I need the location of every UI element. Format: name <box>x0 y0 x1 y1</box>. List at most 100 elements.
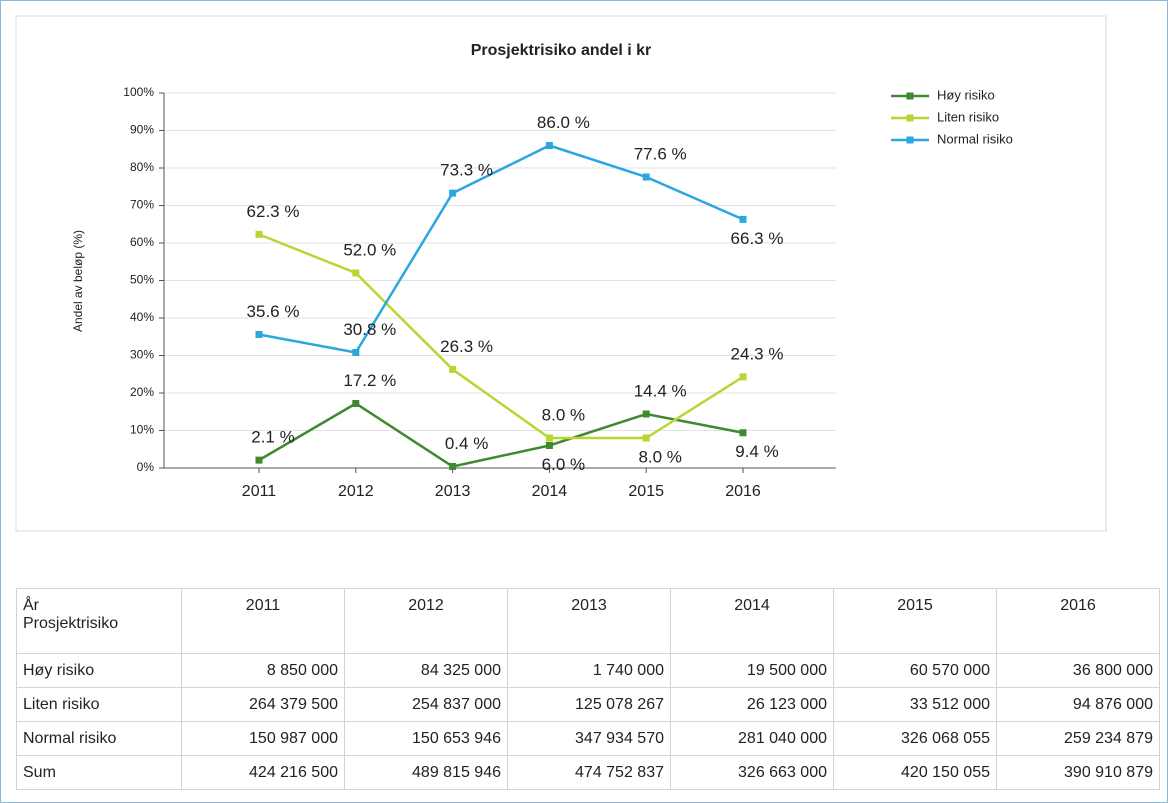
data-label: 0.4 % <box>445 434 488 453</box>
y-axis-label: Andel av beløp (%) <box>71 230 85 332</box>
legend-marker <box>906 136 914 144</box>
point <box>739 215 747 223</box>
x-tick-label: 2011 <box>242 483 277 500</box>
x-tick-label: 2015 <box>628 483 664 500</box>
chart-panel <box>15 15 1107 532</box>
data-label: 9.4 % <box>735 442 778 461</box>
data-label: 26.3 % <box>440 337 493 356</box>
table-cell: 33 512 000 <box>833 687 997 722</box>
table-cell: 1 740 000 <box>507 653 671 688</box>
corner-cell: År Prosjektrisiko <box>16 588 182 654</box>
table-cell: 84 325 000 <box>344 653 508 688</box>
y-tick-label: 10% <box>130 423 154 437</box>
table-row: År Prosjektrisiko 2011 2012 2013 2014 2015 2016 <box>16 588 1160 654</box>
table-cell: 474 752 837 <box>507 755 671 790</box>
chart: Prosjektrisiko andel i kr Andel av beløp… <box>15 15 1107 532</box>
table-cell: 424 216 500 <box>181 755 345 790</box>
point <box>642 173 650 181</box>
table-row: Normal risiko 150 987 000 150 653 946 347 9… <box>16 721 1160 756</box>
column-header: 2016 <box>996 588 1160 654</box>
row-header: Liten risiko <box>16 687 182 722</box>
y-tick-label: 20% <box>130 385 154 399</box>
point <box>642 434 650 442</box>
x-tick-label: 2012 <box>338 483 374 500</box>
table-cell: 125 078 267 <box>507 687 671 722</box>
point <box>352 349 360 356</box>
row-header: Sum <box>16 755 182 790</box>
x-tick-label: 2016 <box>725 483 761 500</box>
series-line <box>258 144 744 354</box>
x-tick-label: 2014 <box>532 483 568 500</box>
legend-label: Høy risiko <box>937 87 995 102</box>
table-cell: 26 123 000 <box>670 687 834 722</box>
x-tick-label: 2013 <box>435 483 471 500</box>
y-tick-label: 80% <box>130 160 154 174</box>
y-tick-label: 0% <box>137 460 155 474</box>
point <box>255 230 263 238</box>
column-header: 2013 <box>507 588 671 654</box>
point <box>352 269 360 277</box>
column-header: 2012 <box>344 588 508 654</box>
legend-marker <box>906 114 914 122</box>
corner-text: År <box>23 597 39 614</box>
table-cell: 150 653 946 <box>344 721 508 756</box>
chart-title: Prosjektrisiko andel i kr <box>471 42 652 59</box>
point <box>739 429 747 437</box>
table-row: Høy risiko 8 850 000 84 325 000 1 740 000 19… <box>16 653 1160 688</box>
data-label: 66.3 % <box>731 229 784 248</box>
data-label: 8.0 % <box>638 447 681 466</box>
table-cell: 281 040 000 <box>670 721 834 756</box>
table-cell: 420 150 055 <box>833 755 997 790</box>
y-tick-label: 100% <box>123 85 154 99</box>
column-header: 2014 <box>670 588 834 654</box>
table-cell: 326 068 055 <box>833 721 997 756</box>
data-label: 6.0 % <box>542 455 585 474</box>
series-line <box>258 233 744 440</box>
table-cell: 94 876 000 <box>996 687 1160 722</box>
data-label: 62.3 % <box>247 202 300 221</box>
y-tick-label: 30% <box>130 348 154 362</box>
y-tick-label: 60% <box>130 235 154 249</box>
point <box>449 463 457 470</box>
data-label: 77.6 % <box>634 144 687 163</box>
data-label: 30.8 % <box>343 320 396 339</box>
data-label: 86.0 % <box>537 113 590 132</box>
y-tick-label: 70% <box>130 198 154 212</box>
point <box>449 365 457 373</box>
point <box>642 410 650 418</box>
table-cell: 259 234 879 <box>996 721 1160 756</box>
row-header: Normal risiko <box>16 721 182 756</box>
data-label: 73.3 % <box>440 161 493 180</box>
data-label: 52.0 % <box>343 240 396 259</box>
y-tick-label: 90% <box>130 123 154 137</box>
data-label: 2.1 % <box>251 428 294 447</box>
legend-label: Liten risiko <box>937 109 999 124</box>
data-label: 24.3 % <box>731 344 784 363</box>
table-cell: 254 837 000 <box>344 687 508 722</box>
table-row: Sum 424 216 500 489 815 946 474 752 837 326 … <box>16 755 1160 790</box>
table-cell: 489 815 946 <box>344 755 508 790</box>
table-cell: 390 910 879 <box>996 755 1160 790</box>
table-cell: 347 934 570 <box>507 721 671 756</box>
point <box>545 442 553 449</box>
row-header: Høy risiko <box>16 653 182 688</box>
data-label: 35.6 % <box>247 302 300 321</box>
data-table: År Prosjektrisiko 2011 2012 2013 2014 2015 2016… <box>16 588 1160 790</box>
table-cell: 36 800 000 <box>996 653 1160 688</box>
data-label: 8.0 % <box>542 405 585 424</box>
column-header: 2015 <box>833 588 997 654</box>
table-cell: 60 570 000 <box>833 653 997 688</box>
legend-label: Normal risiko <box>937 131 1013 146</box>
point <box>255 331 263 338</box>
table-cell: 264 379 500 <box>181 687 345 722</box>
legend-marker <box>906 92 914 100</box>
point <box>545 434 553 442</box>
y-tick-label: 50% <box>130 273 154 287</box>
y-tick-label: 40% <box>130 310 154 324</box>
data-label: 17.2 % <box>343 371 396 390</box>
data-label: 14.4 % <box>634 381 687 400</box>
series-line <box>258 402 744 468</box>
table-cell: 19 500 000 <box>670 653 834 688</box>
point <box>352 400 360 407</box>
